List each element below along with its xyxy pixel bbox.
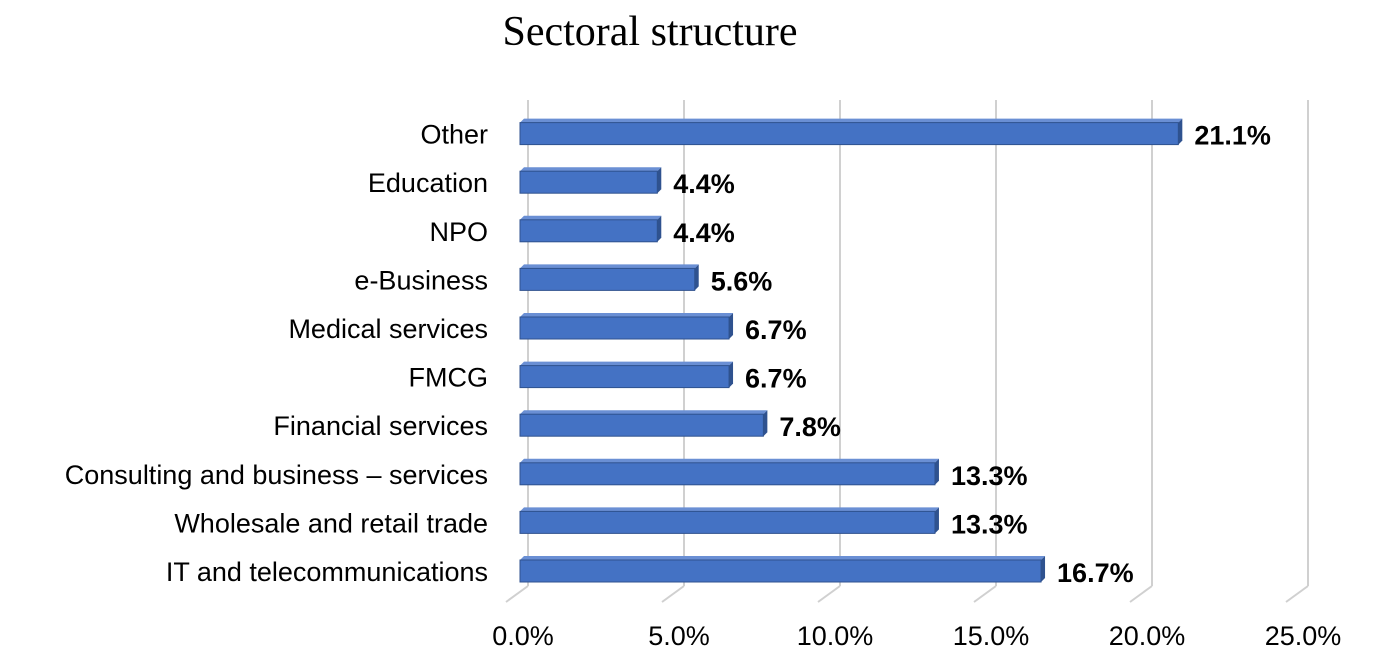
category-label: Consulting and business – services (65, 460, 488, 490)
x-tick-label: 5.0% (648, 621, 710, 651)
category-label: Other (420, 120, 488, 150)
bar (519, 559, 1042, 583)
data-label: 4.4% (673, 169, 735, 199)
x-tick-label: 0.0% (492, 621, 554, 651)
category-label: NPO (429, 217, 488, 247)
gridline-floor (973, 585, 997, 603)
bar-top-face (520, 167, 662, 172)
bar-top-face (520, 215, 662, 220)
bar-side-face (934, 458, 939, 485)
label-layer: 0.0% 5.0% 10.0% 15.0% 20.0% 25.0% IT and telec… (65, 120, 1342, 651)
chart-title: Sectoral structure (502, 9, 798, 55)
category-label: Medical services (288, 314, 488, 344)
gridline-floor (1285, 585, 1309, 603)
category-label: IT and telecommunications (166, 557, 488, 587)
x-tick-label: 10.0% (797, 621, 874, 651)
bar (519, 510, 936, 534)
bar (519, 219, 658, 243)
gridline-floor (817, 585, 841, 603)
gridline-floor (1129, 585, 1153, 603)
bar-top-face (520, 264, 699, 269)
bar-top-face (520, 410, 768, 415)
category-label: Education (368, 168, 488, 198)
bar-side-face (657, 167, 662, 194)
bar (519, 462, 936, 486)
bar (519, 316, 730, 340)
bar-top-face (520, 361, 734, 366)
data-label: 21.1% (1194, 121, 1271, 151)
data-label: 4.4% (673, 218, 735, 248)
bar-side-face (1041, 556, 1046, 582)
x-tick-label: 20.0% (1109, 621, 1186, 651)
bar-top-face (520, 556, 1046, 560)
bar-side-face (763, 410, 768, 437)
category-label: FMCG (409, 363, 488, 393)
gridline-floor (661, 585, 685, 603)
bar-side-face (1178, 118, 1183, 145)
data-label: 7.8% (779, 412, 841, 442)
bar-side-face (694, 264, 699, 291)
data-label: 13.3% (951, 509, 1028, 539)
bar (519, 122, 1179, 146)
bar-side-face (729, 313, 734, 339)
data-label: 6.7% (745, 364, 807, 394)
category-label: e-Business (354, 265, 488, 295)
x-tick-label: 25.0% (1265, 621, 1342, 651)
gridline-floor (505, 585, 529, 603)
bar (519, 413, 764, 437)
bar-top-face (520, 313, 734, 317)
bar-side-face (934, 507, 939, 534)
data-label: 5.6% (711, 266, 773, 296)
x-tick-label: 15.0% (953, 621, 1030, 651)
bar-layer (519, 118, 1183, 583)
category-label: Wholesale and retail trade (174, 508, 488, 538)
bar-top-face (520, 458, 939, 463)
category-label: Financial services (273, 411, 488, 441)
bar-side-face (657, 215, 662, 242)
bar (519, 365, 730, 389)
bar (519, 267, 696, 291)
bar-top-face (520, 507, 939, 512)
bar-side-face (729, 361, 734, 388)
data-label: 13.3% (951, 461, 1028, 491)
bar (519, 170, 658, 194)
data-label: 6.7% (745, 315, 807, 345)
bar-top-face (520, 118, 1183, 123)
data-label: 16.7% (1057, 558, 1134, 588)
